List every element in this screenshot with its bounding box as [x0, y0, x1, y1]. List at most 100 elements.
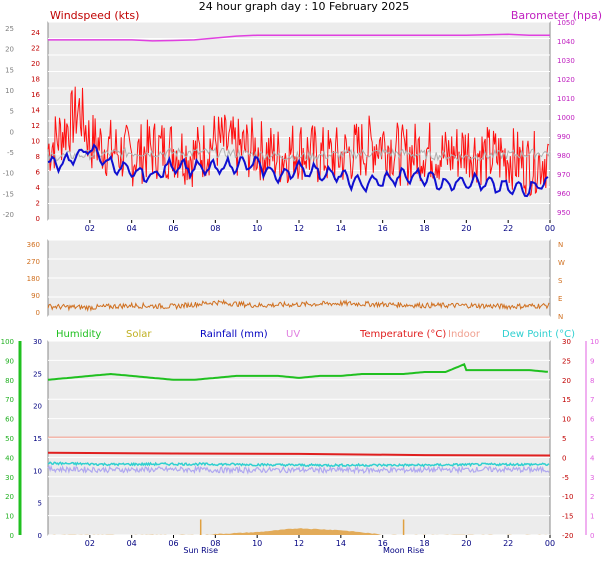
temperature-y-tick-label: -5	[562, 474, 569, 482]
wind-y-outer-tick-label: 5	[10, 108, 14, 116]
uv-y-tick-label: 6	[590, 416, 595, 424]
temperature-y-tick-label: -20	[562, 532, 573, 540]
temperature-x-tick-label: 00	[545, 539, 555, 548]
temperature-x-tick-label: 16	[378, 539, 388, 548]
temperature-y-tick-label: -10	[562, 493, 573, 501]
wind-y-tick-label: 6	[36, 169, 41, 177]
temperature-y-tick-label: -15	[562, 513, 573, 521]
wind-y-tick-label: 4	[36, 184, 41, 192]
humidity-y-tick-label: 40	[5, 454, 14, 462]
barometer-y-tick-label: 1030	[557, 57, 575, 65]
wind-y-tick-label: 10	[31, 138, 40, 146]
temperature-x-tick-label: 04	[127, 539, 137, 548]
wind-x-tick-label: 04	[127, 224, 137, 233]
legend-entry: Humidity	[56, 329, 101, 340]
wind-x-tick-label: 10	[252, 224, 262, 233]
wind-y-tick-label: 22	[31, 45, 40, 53]
humidity-y-tick-label: 30	[5, 474, 14, 482]
humidity-y-tick-label: 90	[5, 357, 14, 365]
rain-y-tick-label: 5	[38, 500, 42, 508]
x-annotation-label: Sun Rise	[183, 546, 218, 555]
x-annotation-label: Moon Rise	[383, 546, 424, 555]
humidity-y-tick-label: 80	[5, 377, 14, 385]
temperature-y-tick-label: 30	[562, 338, 571, 346]
bearing-compass-label: N	[558, 313, 563, 321]
wind-y-outer-tick-label: 15	[5, 66, 14, 74]
uv-y-tick-label: 7	[590, 396, 594, 404]
wind-y-outer-tick-label: 20	[5, 46, 14, 54]
temperature-y-tick-label: 25	[562, 357, 571, 365]
wind-y-outer-tick-label: -5	[7, 149, 14, 157]
wind-gust-line	[47, 86, 550, 197]
bearing-line	[47, 298, 550, 313]
rain-y-tick-label: 25	[33, 370, 42, 378]
humidity-y-tick-label: 70	[5, 396, 14, 404]
humidity-y-tick-label: 60	[5, 416, 14, 424]
humidity-y-tick-label: 0	[10, 532, 14, 540]
temperature-y-tick-label: 5	[562, 435, 566, 443]
wind-y-outer-tick-label: 10	[5, 87, 14, 95]
wind-y-outer-tick-label: -10	[3, 170, 14, 178]
bearing-y-tick-label: 360	[27, 241, 40, 249]
legend-entry: Indoor	[448, 329, 481, 340]
solar-area	[48, 528, 550, 535]
humidity-y-tick-label: 50	[5, 435, 14, 443]
temperature-x-tick-label: 20	[461, 539, 471, 548]
barometer-y-tick-label: 970	[557, 171, 570, 179]
barometer-y-tick-label: 1040	[557, 38, 575, 46]
temperature-x-tick-label: 08	[210, 539, 220, 548]
windspeed-label: Windspeed (kts)	[50, 9, 139, 22]
barometer-y-tick-label: 1010	[557, 95, 575, 103]
wind-y-tick-label: 20	[31, 60, 40, 68]
temperature-x-tick-label: 18	[419, 539, 429, 548]
rain-y-tick-label: 15	[33, 435, 42, 443]
bearing-compass-label: S	[558, 277, 563, 285]
wind-x-tick-label: 18	[419, 224, 429, 233]
temperature-y-tick-label: 20	[562, 377, 571, 385]
graph-title: 24 hour graph day : 10 February 2025	[199, 0, 410, 13]
wind-y-tick-label: 18	[31, 76, 40, 84]
bearing-y-tick-label: 0	[36, 309, 40, 317]
bearing-y-tick-label: 180	[27, 275, 40, 283]
barometer-y-tick-label: 950	[557, 209, 570, 217]
temperature-x-tick-label: 14	[336, 539, 346, 548]
bearing-y-tick-label: 270	[27, 258, 40, 266]
rain-y-tick-label: 0	[38, 532, 42, 540]
wind-grey-line	[47, 146, 551, 163]
temperature-x-tick-label: 10	[252, 539, 262, 548]
humidity-line	[47, 362, 548, 381]
rain-y-tick-label: 30	[33, 338, 42, 346]
wind-x-tick-label: 16	[378, 224, 388, 233]
bearing-compass-label: W	[558, 259, 565, 267]
uv-y-tick-label: 10	[590, 338, 599, 346]
temperature-x-tick-label: 12	[294, 539, 304, 548]
barometer-y-tick-label: 980	[557, 152, 570, 160]
barometer-y-tick-label: 960	[557, 190, 570, 198]
wind-x-tick-label: 06	[168, 224, 178, 233]
temperature-x-tick-label: 02	[85, 539, 95, 548]
legend-entry: Solar	[126, 329, 152, 340]
barometer-label: Barometer (hpa)	[511, 9, 602, 22]
wind-x-tick-label: 12	[294, 224, 304, 233]
legend-entry: Dew Point (°C)	[502, 329, 575, 340]
temperature-y-tick-label: 15	[562, 396, 571, 404]
legend-entry: Rainfall (mm)	[200, 329, 268, 340]
wind-x-tick-label: 14	[336, 224, 346, 233]
temperature-y-tick-label: 10	[562, 416, 571, 424]
wind-x-tick-label: 02	[85, 224, 95, 233]
bearing-compass-label: N	[558, 241, 563, 249]
wind-x-tick-label: 08	[210, 224, 220, 233]
temperature-x-tick-label: 06	[168, 539, 178, 548]
wind-y-tick-label: 14	[31, 107, 40, 115]
wind-y-outer-tick-label: 0	[10, 128, 14, 136]
uv-y-tick-label: 8	[590, 377, 594, 385]
wind-y-tick-label: 8	[36, 153, 40, 161]
wind-average-line	[47, 143, 549, 198]
wind-y-outer-tick-label: -20	[3, 211, 14, 219]
wind-y-tick-label: 16	[31, 91, 40, 99]
barometer-y-tick-label: 1050	[557, 19, 575, 27]
uv-y-tick-label: 4	[590, 454, 595, 462]
rain-y-tick-label: 10	[33, 467, 42, 475]
uv-y-tick-label: 9	[590, 357, 594, 365]
